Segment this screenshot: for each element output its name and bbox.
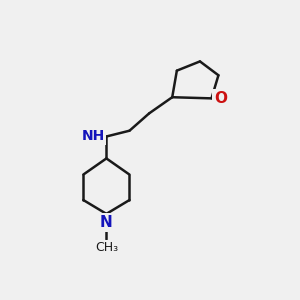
Text: O: O — [214, 91, 227, 106]
Text: N: N — [100, 215, 113, 230]
Text: CH₃: CH₃ — [95, 241, 118, 254]
Text: NH: NH — [81, 129, 104, 143]
